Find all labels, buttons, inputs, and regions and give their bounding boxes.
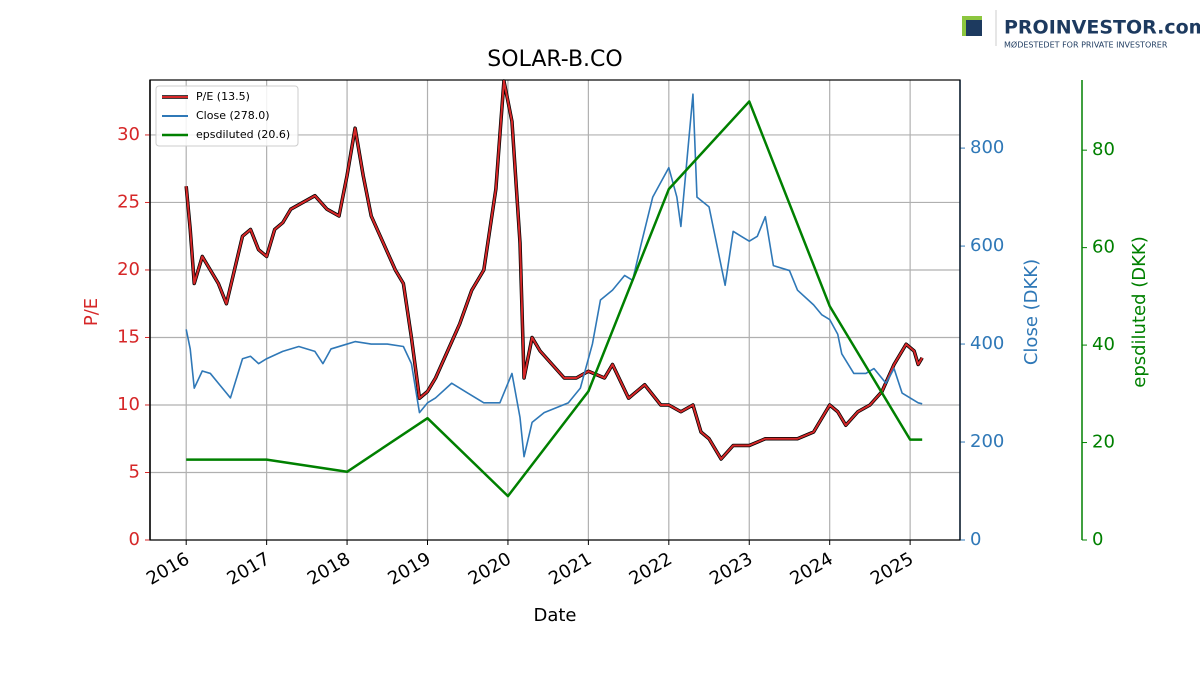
y3-tick-label: 80 xyxy=(1092,139,1115,160)
line xyxy=(185,79,924,460)
y3-tick-label: 40 xyxy=(1092,334,1115,355)
legend-label: P/E (13.5) xyxy=(196,90,250,103)
y-tick-label: 25 xyxy=(117,191,140,212)
y-tick-label: 10 xyxy=(117,394,140,415)
y2-tick-label: 0 xyxy=(970,529,981,550)
y-tick-label: 5 xyxy=(129,461,140,482)
plot-frame xyxy=(149,79,961,541)
y-axis-title: P/E xyxy=(81,298,102,326)
legend-label: Close (278.0) xyxy=(196,109,270,122)
y-tick-label: 0 xyxy=(129,529,140,550)
line xyxy=(185,93,923,458)
y3-tick-label: 20 xyxy=(1092,432,1115,453)
legend-box xyxy=(155,85,299,147)
x-tick-label: 2016 xyxy=(143,548,193,589)
logo-name: PROINVESTOR.com xyxy=(1004,17,1200,39)
x-tick-label: 2019 xyxy=(384,548,434,589)
logo-tagline: MØDESTEDET FOR PRIVATE INVESTORER xyxy=(1004,40,1168,50)
y2-axis-title: Close (DKK) xyxy=(1021,259,1042,365)
line xyxy=(186,100,923,498)
y2-tick-label: 400 xyxy=(970,333,1004,354)
chart-title: SOLAR-B.CO xyxy=(487,47,622,72)
y-tick-label: 15 xyxy=(117,326,140,347)
x-tick-label: 2017 xyxy=(223,548,273,589)
y2-tick-label: 600 xyxy=(970,235,1004,256)
x-tick-label: 2024 xyxy=(787,548,837,589)
y3-axis-title: epsdiluted (DKK) xyxy=(1129,236,1150,388)
logo: PROINVESTOR.com MØDESTEDET FOR PRIVATE I… xyxy=(962,10,1200,50)
x-tick-label: 2021 xyxy=(545,548,595,589)
y-tick-label: 20 xyxy=(117,259,140,280)
x-tick-label: 2018 xyxy=(304,548,354,589)
x-tick-label: 2022 xyxy=(626,548,676,589)
y-tick-label: 30 xyxy=(117,124,140,145)
y2-tick-label: 200 xyxy=(970,431,1004,452)
x-axis-title: Date xyxy=(533,605,576,626)
x-tick-label: 2025 xyxy=(867,548,917,589)
x-tick-label: 2023 xyxy=(706,548,756,589)
y3-tick-label: 60 xyxy=(1092,237,1115,258)
y2-tick-label: 800 xyxy=(970,137,1004,158)
x-tick-label: 2020 xyxy=(465,548,515,589)
logo-icon xyxy=(966,20,982,36)
y3-tick-label: 0 xyxy=(1092,529,1103,550)
legend-label: epsdiluted (20.6) xyxy=(196,128,290,141)
